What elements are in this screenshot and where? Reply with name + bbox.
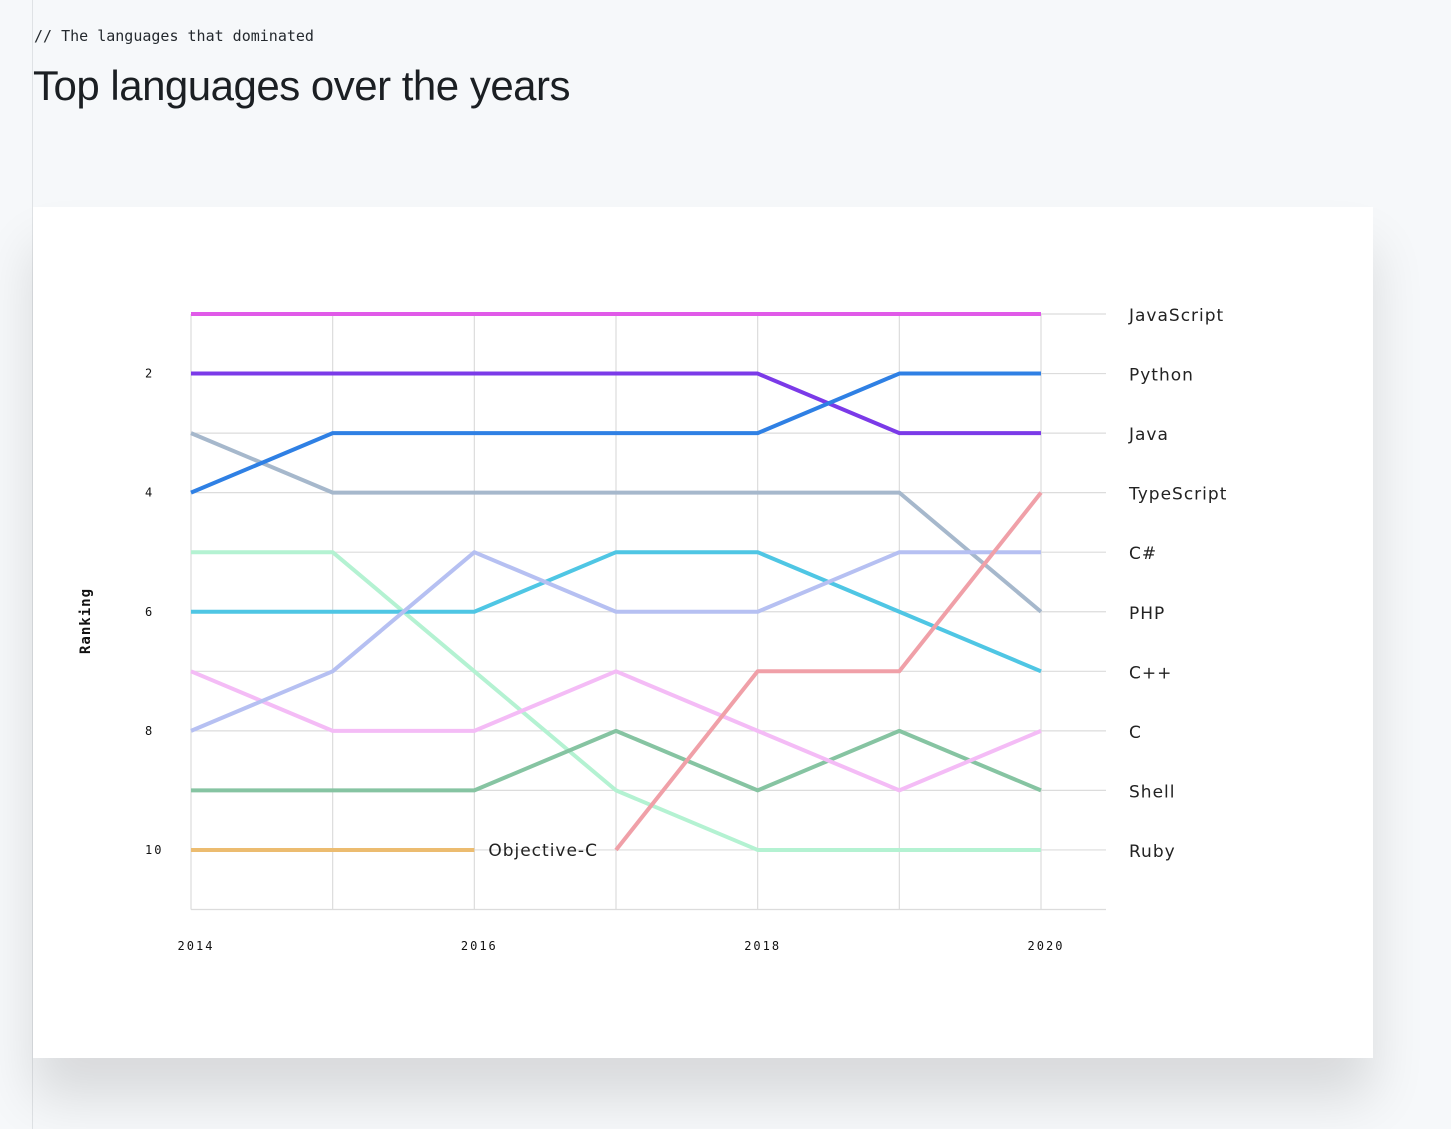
series-line-c — [190, 669, 1042, 793]
series-label-python: Python — [1129, 366, 1194, 386]
left-rule — [32, 0, 33, 1129]
series-line-java — [191, 371, 1041, 436]
series-label-objective-c: Objective-C — [488, 841, 598, 861]
x-tick-label: 2016 — [461, 939, 498, 953]
page-title: Top languages over the years — [33, 62, 571, 109]
series-line-ruby — [191, 550, 1041, 852]
series-line-typescript — [614, 491, 1043, 852]
series-line-shell — [191, 728, 1042, 793]
series-label-c-: C# — [1129, 544, 1157, 564]
x-tick-label: 2014 — [178, 939, 215, 953]
series-label-php: PHP — [1129, 604, 1165, 624]
series-line-php — [190, 431, 1043, 614]
section-eyebrow: // The languages that dominated — [34, 27, 314, 45]
series-label-ruby: Ruby — [1129, 842, 1176, 862]
series-label-javascript: JavaScript — [1128, 306, 1224, 326]
bump-chart: 2 4 6 8 10 2014 2016 2018 2020 Ranking Objective-C… — [78, 306, 1227, 953]
y-tick-label: 10 — [145, 843, 163, 857]
series-label-c: C — [1129, 723, 1142, 743]
x-tick-label: 2018 — [744, 939, 781, 953]
x-tick-label: 2020 — [1028, 939, 1065, 953]
series-line-c- — [190, 550, 1041, 733]
series-label-java: Java — [1128, 425, 1169, 445]
y-tick-label: 8 — [145, 724, 154, 738]
chart-card: 2 4 6 8 10 2014 2016 2018 2020 Ranking Objective-C… — [33, 207, 1373, 1058]
y-axis-label: Ranking — [78, 588, 94, 654]
y-tick-label: 2 — [145, 367, 154, 381]
series-label-typescript: TypeScript — [1128, 485, 1227, 505]
series-label-shell: Shell — [1129, 782, 1175, 802]
y-tick-label: 6 — [145, 605, 154, 619]
series-label-c-: C++ — [1129, 663, 1172, 683]
series-line-c- — [191, 550, 1042, 674]
series-line-python — [190, 371, 1041, 495]
y-tick-label: 4 — [145, 486, 154, 500]
